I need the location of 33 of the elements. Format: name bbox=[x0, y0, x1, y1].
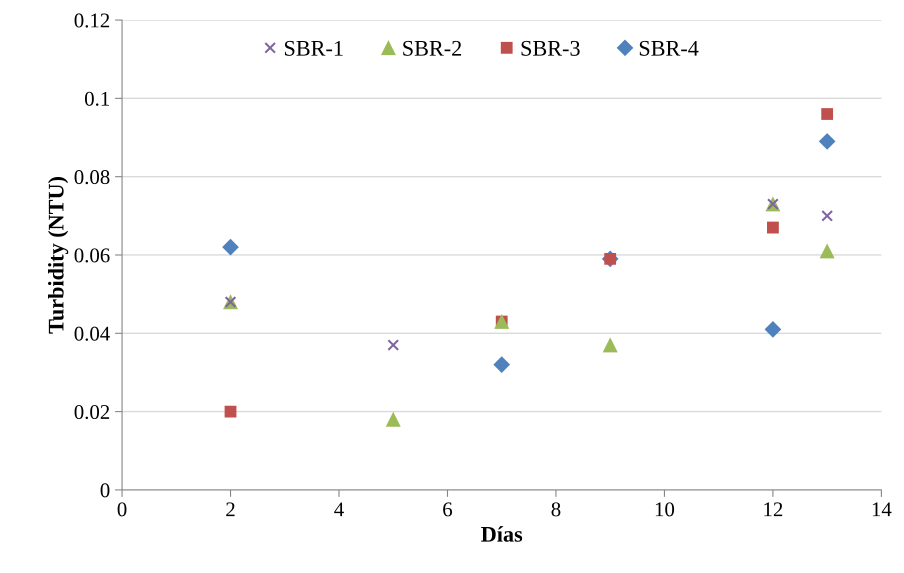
point bbox=[386, 412, 401, 427]
point bbox=[602, 338, 618, 352]
point bbox=[821, 210, 834, 222]
legend-label: SBR-1 bbox=[284, 40, 343, 56]
x-tick-label: 2 bbox=[226, 502, 235, 516]
y-tick-label: 0 bbox=[100, 483, 110, 498]
y-tick-label: 0.1 bbox=[84, 92, 109, 106]
x-tick-label: 14 bbox=[872, 502, 892, 516]
x-tick-label: 12 bbox=[764, 502, 782, 516]
point bbox=[387, 339, 400, 351]
point bbox=[222, 238, 239, 256]
point bbox=[764, 321, 782, 338]
y-tick-label: 0.04 bbox=[74, 326, 110, 341]
point bbox=[767, 222, 779, 234]
legend-label: SBR-3 bbox=[522, 40, 580, 56]
y-tick-label: 0.12 bbox=[74, 13, 110, 28]
point bbox=[224, 406, 236, 418]
legend-label: SBR-4 bbox=[640, 40, 699, 56]
x-tick-label: 0 bbox=[118, 502, 126, 516]
y-axis-title: Turbidity (NTU) bbox=[48, 177, 68, 334]
point bbox=[820, 244, 834, 258]
x-tick-label: 4 bbox=[334, 502, 344, 516]
point bbox=[818, 133, 836, 150]
legend-label: SBR-2 bbox=[403, 40, 462, 56]
y-tick-label: 0.06 bbox=[74, 248, 110, 263]
point bbox=[494, 356, 510, 373]
y-tick-label: 0.08 bbox=[74, 170, 110, 184]
x-tick-label: 6 bbox=[443, 502, 452, 516]
x-tick-label: 10 bbox=[656, 502, 674, 516]
y-tick-label: 0.02 bbox=[74, 404, 110, 420]
x-axis-title: Días bbox=[481, 526, 522, 542]
x-tick-label: 8 bbox=[552, 502, 560, 516]
point bbox=[821, 108, 834, 120]
